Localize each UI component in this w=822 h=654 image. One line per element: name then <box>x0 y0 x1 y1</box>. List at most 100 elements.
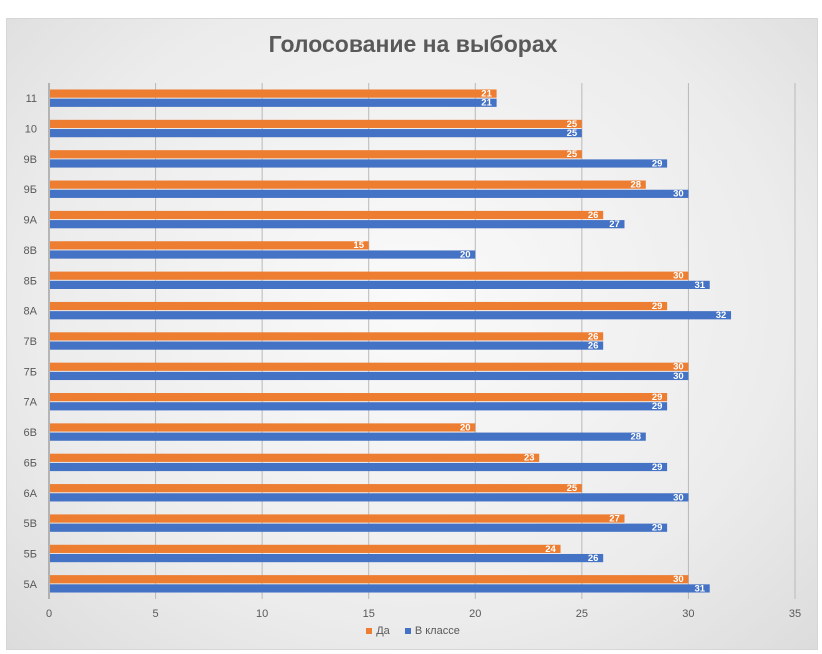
x-tick-label: 30 <box>682 608 694 620</box>
data-label: 31 <box>694 583 705 594</box>
data-label: 21 <box>481 98 492 109</box>
y-tick-label: 9В <box>24 154 37 166</box>
bar-yes <box>50 89 497 98</box>
data-label: 27 <box>609 513 620 524</box>
x-tick-label: 25 <box>576 608 588 620</box>
y-tick-label: 9Б <box>24 184 37 196</box>
legend-swatch-in-class <box>404 628 411 635</box>
bar-in-class <box>50 159 668 168</box>
y-tick-label: 11 <box>26 93 37 105</box>
bar-yes <box>50 180 646 189</box>
chart-area: Голосование на выборах 0 5 10 15 20 25 30 35 5А 3… <box>6 18 818 650</box>
bar-in-class <box>50 493 689 502</box>
data-label: 29 <box>652 401 663 412</box>
bar-yes <box>50 453 540 462</box>
bar-yes <box>50 241 369 250</box>
y-tick-label: 6В <box>24 427 37 439</box>
y-tick-label: 8В <box>24 245 37 257</box>
data-label: 25 <box>567 149 578 160</box>
top-strip <box>0 0 822 18</box>
bar-in-class <box>50 371 689 381</box>
data-label: 25 <box>567 119 578 130</box>
data-label: 28 <box>631 432 642 443</box>
y-tick-label: 5В <box>24 518 37 530</box>
data-label: 26 <box>588 331 599 342</box>
y-tick-label: 5Б <box>24 548 37 560</box>
data-label: 29 <box>652 392 663 403</box>
x-tick-label: 35 <box>789 608 801 620</box>
bar-yes <box>50 362 689 371</box>
bar-in-class <box>50 189 689 198</box>
bar-in-class <box>50 523 668 532</box>
data-label: 24 <box>545 544 556 555</box>
data-label: 21 <box>481 88 492 99</box>
bar-in-class <box>50 341 604 350</box>
y-tick-label: 10 <box>25 124 37 136</box>
bar-yes <box>50 119 582 129</box>
data-label: 15 <box>353 240 364 251</box>
bar-yes <box>50 575 689 584</box>
y-tick-label: 6А <box>24 488 38 500</box>
data-label: 30 <box>673 492 684 503</box>
data-label: 29 <box>652 462 663 473</box>
bar-in-class <box>50 462 668 472</box>
bar-in-class <box>50 311 732 320</box>
bar-yes <box>50 332 604 341</box>
bar-in-class <box>50 98 497 107</box>
y-tick-label: 6Б <box>24 457 37 469</box>
x-tick-label: 20 <box>469 608 481 620</box>
data-label: 20 <box>460 422 471 433</box>
bar-in-class <box>50 280 710 289</box>
bar-in-class <box>50 584 710 593</box>
bar-yes <box>50 484 582 493</box>
data-label: 30 <box>673 574 684 585</box>
y-tick-label: 5А <box>24 579 38 591</box>
legend: Да В классе <box>7 625 819 637</box>
bar-yes <box>50 301 668 311</box>
bar-in-class <box>50 250 476 259</box>
legend-swatch-yes <box>366 628 373 635</box>
data-label: 26 <box>588 210 599 221</box>
bar-yes <box>50 423 476 432</box>
data-label: 23 <box>524 453 535 464</box>
y-tick-label: 7Б <box>24 366 37 378</box>
legend-label-in-class: В классе <box>414 625 460 637</box>
x-tick-label: 5 <box>153 608 159 620</box>
y-tick-label: 9А <box>24 215 38 227</box>
bar-in-class <box>50 402 668 411</box>
legend-label-yes: Да <box>376 625 390 637</box>
chart-title: Голосование на выборах <box>268 31 558 57</box>
y-tick-label: 8А <box>24 306 38 318</box>
data-label: 31 <box>694 280 705 291</box>
bar-yes <box>50 393 668 402</box>
x-tick-label: 10 <box>256 608 268 620</box>
bar-in-class <box>50 432 646 441</box>
y-tick-label: 8Б <box>24 275 37 287</box>
bar-in-class <box>50 129 582 138</box>
data-label: 32 <box>716 310 727 321</box>
data-label: 30 <box>673 271 684 282</box>
bar-yes <box>50 150 582 159</box>
data-label: 30 <box>673 189 684 200</box>
data-label: 25 <box>567 128 578 139</box>
y-tick-label: 7В <box>24 336 37 348</box>
data-label: 29 <box>652 301 663 312</box>
bar-yes <box>50 210 604 220</box>
data-label: 25 <box>567 483 578 494</box>
bar-yes <box>50 514 625 523</box>
data-label: 29 <box>652 523 663 534</box>
data-label: 29 <box>652 158 663 169</box>
data-label: 26 <box>588 553 599 564</box>
data-label: 28 <box>631 180 642 191</box>
bar-yes <box>50 544 561 553</box>
data-label: 20 <box>460 249 471 260</box>
y-tick-label: 7А <box>24 397 38 409</box>
bar-in-class <box>50 553 604 563</box>
data-label: 26 <box>588 341 599 352</box>
data-label: 27 <box>609 219 620 230</box>
data-label: 30 <box>673 362 684 373</box>
bar-in-class <box>50 220 625 229</box>
legend-item-yes[interactable]: Да <box>366 625 390 637</box>
legend-item-in-class[interactable]: В классе <box>404 625 460 637</box>
bar-chart-plot: 0 5 10 15 20 25 30 35 5А 30 31 5Б 24 26 5В 27 29 6А 25 30 6Б… <box>24 83 801 620</box>
